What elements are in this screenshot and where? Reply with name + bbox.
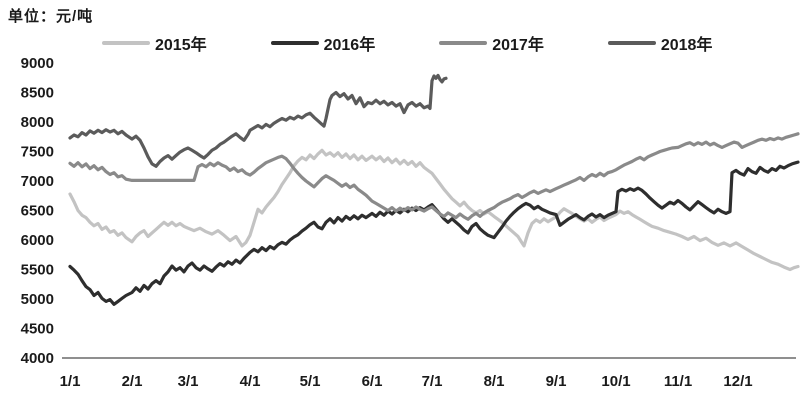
legend-swatch-icon xyxy=(607,41,656,45)
legend-label: 2016年 xyxy=(323,37,376,54)
y-axis-tick-label: 4500 xyxy=(21,321,54,338)
y-axis-tick-label: 5500 xyxy=(21,262,54,279)
y-axis-tick-label: 6500 xyxy=(21,203,54,220)
x-axis-tick-label: 12/1 xyxy=(723,373,752,390)
x-axis-tick-label: 11/1 xyxy=(664,373,692,390)
y-axis-tick-label: 9000 xyxy=(21,55,54,72)
legend-label: 2018年 xyxy=(660,37,713,54)
y-axis-tick-label: 8000 xyxy=(21,114,54,131)
y-axis-tick-label: 7500 xyxy=(21,144,54,161)
y-axis-tick-label: 7000 xyxy=(21,173,54,190)
series-line-2017年 xyxy=(68,132,800,221)
chart-legend: 2015年 2016年 2017年 2018年 xyxy=(102,31,712,55)
x-axis-tick-label: 9/1 xyxy=(546,373,567,390)
legend-label: 2015年 xyxy=(155,37,207,54)
x-axis-tick-label: 4/1 xyxy=(240,373,261,390)
series-line-2015年 xyxy=(68,148,800,272)
legend-item-2017年: 2017年 xyxy=(439,31,544,55)
series-line-2018年 xyxy=(68,73,448,168)
legend-swatch-icon xyxy=(102,41,150,45)
y-axis-tick-label: 5000 xyxy=(21,291,54,308)
x-axis-tick-label: 2/1 xyxy=(122,373,143,390)
x-axis-tick-label: 1/1 xyxy=(60,373,81,390)
legend-item-2016年: 2016年 xyxy=(270,31,376,55)
x-axis-tick-label: 5/1 xyxy=(300,373,321,390)
y-axis-tick-label: 8500 xyxy=(21,85,54,102)
series-line-2016年 xyxy=(68,160,800,306)
legend-swatch-icon xyxy=(270,41,319,45)
x-axis-tick-label: 8/1 xyxy=(484,373,505,390)
legend-swatch-icon xyxy=(439,41,488,45)
chart-unit-label: 单位：元/吨 xyxy=(8,8,94,25)
x-axis-tick-label: 7/1 xyxy=(422,373,443,390)
y-axis-tick-label: 4000 xyxy=(21,350,54,367)
legend-item-2015年: 2015年 xyxy=(102,31,207,55)
legend-label: 2017年 xyxy=(492,37,544,54)
y-axis-tick-label: 6000 xyxy=(21,232,54,249)
x-axis-tick-label: 10/1 xyxy=(601,373,630,390)
x-axis-tick-label: 6/1 xyxy=(362,373,383,390)
legend-item-2018年: 2018年 xyxy=(607,31,713,55)
x-axis-tick-label: 3/1 xyxy=(178,373,199,390)
